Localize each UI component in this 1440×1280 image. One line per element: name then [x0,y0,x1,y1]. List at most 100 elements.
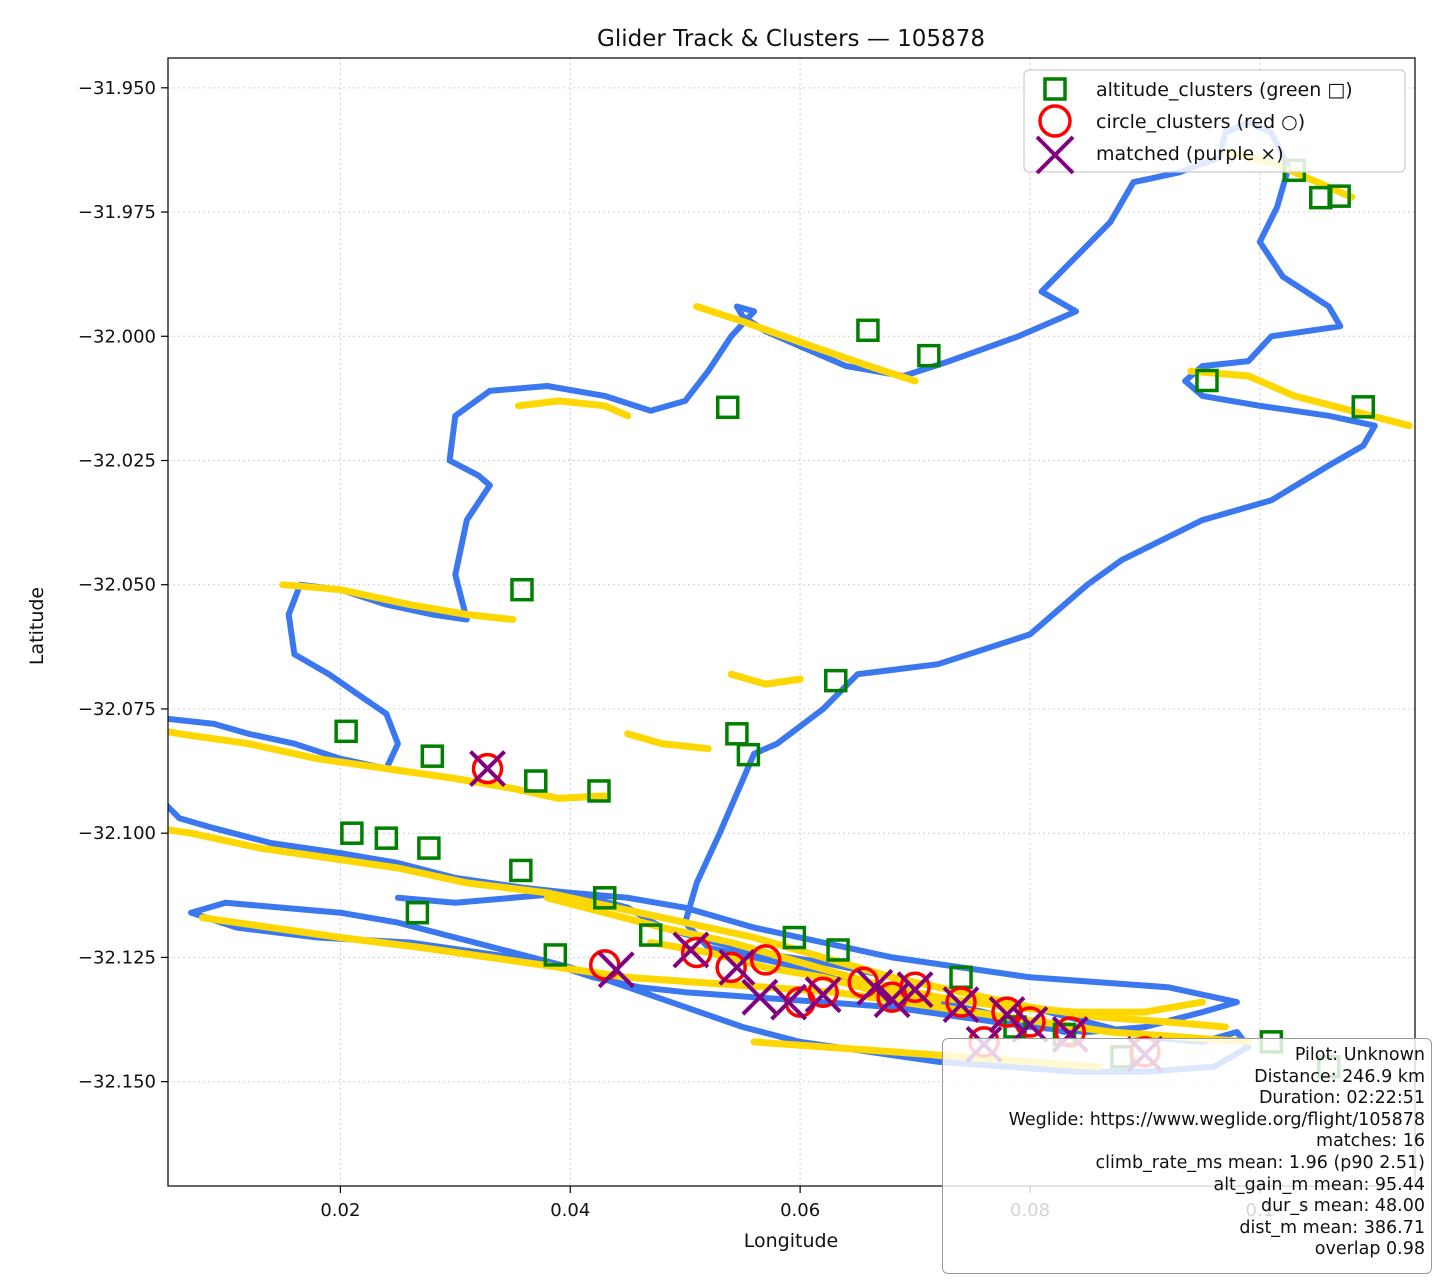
matched-cross-line [718,948,756,986]
matched-cross-line [1011,1006,1049,1043]
y-tick-label: −32.025 [78,451,156,472]
circle-cluster-marker [715,951,747,984]
x-tick-label: 0.02 [320,1200,360,1221]
x-tick-label: 0.04 [550,1200,590,1221]
y-axis-label: Latitude [26,587,48,665]
altitude-cluster-marker [592,886,617,910]
altitude-cluster-marker [782,925,807,950]
altitude-cluster-marker [587,779,611,803]
altitude-cluster-marker [334,719,358,744]
matched-marker [942,986,980,1024]
altitude-cluster-marker [823,668,848,693]
matched-marker [988,996,1026,1033]
altitude-cluster-marker [1327,184,1351,208]
y-tick-label: −32.075 [78,699,156,720]
grid [168,58,1415,1186]
chart-title: Glider Track & Clusters — 105878 [597,26,985,52]
thermal-segment [168,728,609,802]
circle-cluster-marker [807,976,839,1008]
altitude-cluster-marker [638,923,663,947]
info-matches: matches: 16 [1316,1131,1425,1152]
matched-marker [804,976,842,1014]
altitude-cluster-marker [917,343,941,368]
x-tick-label: 0.06 [780,1200,820,1221]
altitude-cluster-marker [405,900,430,925]
matched-marker [873,981,911,1019]
altitude-cluster-marker [1351,395,1376,419]
info-climb-rate: climb_rate_ms mean: 1.96 (p90 2.51) [1095,1152,1425,1173]
altitude-cluster-marker [374,826,399,850]
y-tick-label: −32.125 [78,947,156,968]
info-overlap: overlap 0.98 [1314,1239,1425,1260]
info-duration-mean: dur_s mean: 48.00 [1260,1196,1425,1217]
legend-label-circle: circle_clusters (red ○) [1096,111,1305,133]
y-tick-label: −32.050 [78,575,156,596]
matched-cross-line [942,986,980,1024]
legend-label-matched: matched (purple ×) [1096,143,1284,165]
altitude-cluster-marker [725,722,749,746]
altitude-cluster-marker [340,821,364,845]
matched-marker [856,968,894,1006]
altitude-cluster-marker [736,742,761,767]
matched-marker [770,983,808,1021]
altitude-cluster-marker [715,395,740,420]
info-duration: Duration: 02:22:51 [1258,1088,1425,1109]
altitude-cluster-marker [509,858,533,883]
thermal-segment [693,303,919,385]
legend-cross-icon [1035,135,1075,175]
y-tick-label: −32.000 [78,326,156,347]
thermal-segment [168,826,1229,1031]
thermal-segment [279,581,517,623]
matched-marker [896,971,934,1009]
matched-marker [718,948,756,986]
y-axis-ticks: −31.950 −31.975 −32.000 −32.025 −32.050 −32.0… [78,78,168,1093]
matched-cross-line [597,951,635,989]
matched-cross-line [896,971,934,1009]
altitude-cluster-marker [420,744,445,768]
legend-circle-icon [1038,104,1072,138]
matched-marker [469,750,506,788]
info-distance: Distance: 246.9 km [1254,1066,1425,1087]
legend-square-icon [1043,77,1067,101]
matched-cross-line [873,981,911,1019]
altitude-cluster-marker [856,318,880,343]
thermal-segment [515,397,632,420]
thermal-segment [647,939,942,1006]
info-distance-mean: dist_m mean: 386.71 [1239,1217,1425,1238]
info-pilot: Pilot: Unknown [1294,1045,1425,1065]
matched-cross-line [856,968,894,1006]
matched-marker [597,951,635,989]
y-tick-label: −32.150 [78,1072,156,1093]
legend-box [1023,69,1406,173]
thermal-segment [624,730,712,753]
matched-cross-line [672,931,710,969]
thermal-segment [727,670,804,688]
altitude-cluster-markers [334,158,1376,1079]
x-axis-label: Longitude [744,1230,839,1252]
matched-cross-line [804,976,842,1014]
altitude-cluster-marker [510,577,534,602]
info-weglide-link: Weglide: https://www.weglide.org/flight/… [1008,1109,1425,1130]
matched-marker [1011,1006,1049,1043]
altitude-cluster-marker [524,769,548,793]
legend-label-altitude: altitude_clusters (green □) [1096,79,1353,101]
circle-cluster-marker [945,986,977,1018]
matched-marker [672,931,710,969]
circle-cluster-marker [471,752,504,785]
circle-cluster-marker [749,944,782,976]
legend: altitude_clusters (green □) circle_clust… [1023,69,1406,175]
plot-frame [167,57,1416,1187]
circle-cluster-marker [680,936,713,969]
matched-cross-line [988,996,1026,1033]
altitude-cluster-marker [543,943,568,967]
altitude-cluster-marker [1195,368,1219,393]
y-tick-label: −31.975 [78,202,156,223]
info-alt-gain: alt_gain_m mean: 95.44 [1213,1174,1425,1195]
matched-cross-line [469,750,506,788]
y-tick-label: −31.950 [78,78,156,99]
altitude-cluster-marker [826,938,850,962]
y-tick-label: −32.100 [78,823,156,844]
altitude-cluster-marker [417,836,441,860]
matched-cross-line [770,983,808,1021]
flight-info-box: Pilot: Unknown Distance: 246.9 km Durati… [942,1038,1432,1274]
